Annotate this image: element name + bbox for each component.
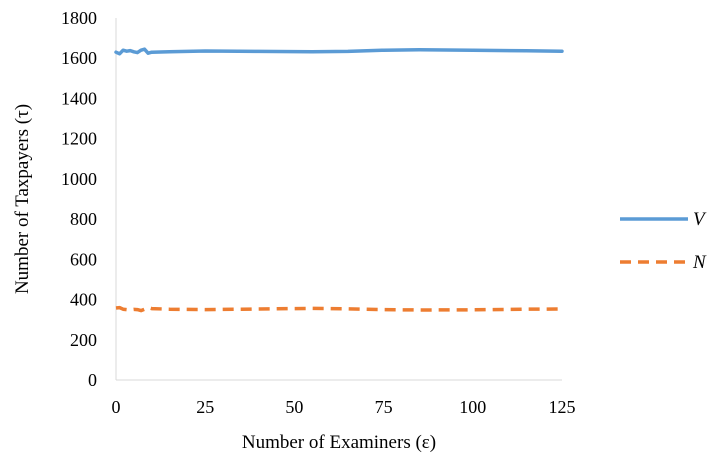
- y-tick-labels: 0 200 400 600 800 1000 1200 1400 1600 1800: [61, 8, 97, 390]
- y-tick-label: 1600: [61, 48, 97, 68]
- y-tick-label: 600: [70, 249, 97, 269]
- legend: VN: [620, 209, 707, 273]
- y-tick-label: 400: [70, 290, 97, 310]
- x-tick-label: 100: [459, 397, 486, 417]
- legend-label-v: V: [693, 209, 707, 230]
- y-tick-label: 1000: [61, 169, 97, 189]
- x-tick-label: 0: [112, 397, 121, 417]
- y-tick-label: 800: [70, 209, 97, 229]
- y-tick-label: 200: [70, 330, 97, 350]
- x-tick-label: 25: [196, 397, 214, 417]
- series-layer: [114, 47, 564, 313]
- y-tick-label: 1800: [61, 8, 97, 28]
- y-tick-label: 1400: [61, 88, 97, 108]
- x-tick-label: 50: [285, 397, 303, 417]
- y-tick-label: 1200: [61, 129, 97, 149]
- series-line-n: [115, 305, 563, 313]
- y-tick-label: 0: [88, 370, 97, 390]
- x-tick-labels: 0 25 50 75 100 125: [112, 397, 576, 417]
- legend-label-n: N: [692, 252, 707, 273]
- x-axis-label: Number of Examiners (ε): [242, 432, 436, 453]
- y-axis-label: Number of Taxpayers (τ): [12, 104, 33, 294]
- x-tick-label: 125: [549, 397, 576, 417]
- x-tick-label: 75: [375, 397, 393, 417]
- series-line-v: [114, 47, 564, 56]
